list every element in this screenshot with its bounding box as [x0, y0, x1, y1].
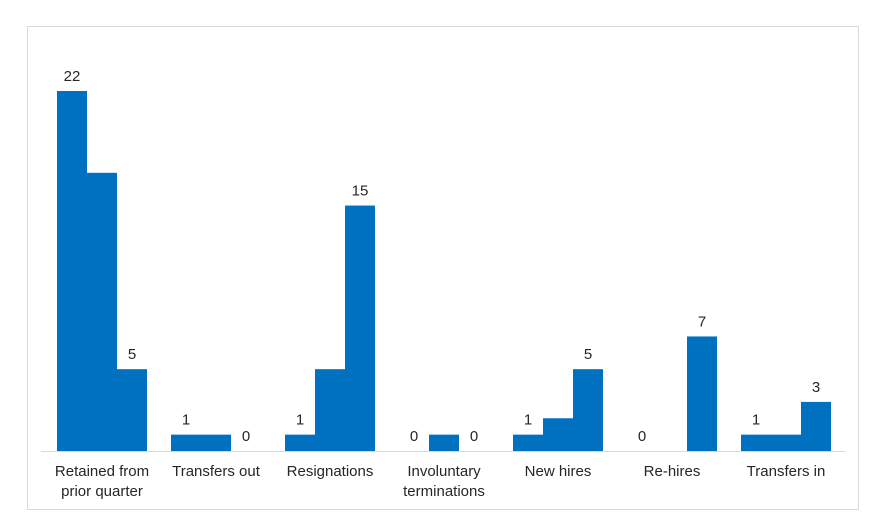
bars-group [57, 91, 831, 451]
data-label-2-1: 1 [182, 412, 190, 429]
data-label-7-3: 3 [812, 379, 820, 396]
category-labels-group: Retained from prior quarter Transfers out R… [55, 463, 825, 500]
category-label-6: Re-hires [644, 463, 701, 480]
category-label-5: New hires [525, 463, 592, 480]
bar-5-3 [573, 369, 603, 451]
bar-3-3 [345, 205, 375, 451]
bar-5-2 [543, 418, 573, 451]
category-label-1: Retained from prior quarter [55, 463, 149, 500]
bar-7-1 [741, 434, 771, 451]
data-label-5-1: 1 [524, 412, 532, 429]
category-label-7: Transfers in [747, 463, 826, 480]
data-label-5-3: 5 [584, 346, 592, 363]
data-label-2-3: 0 [242, 428, 250, 445]
category-label-2: Transfers out [172, 463, 261, 480]
bar-4-2 [429, 434, 459, 451]
chart-area [27, 26, 859, 510]
data-label-6-3: 7 [698, 313, 706, 330]
bar-3-2 [315, 369, 345, 451]
bar-7-3 [801, 401, 831, 451]
data-label-4-3: 0 [470, 428, 478, 445]
data-label-1-1: 22 [64, 68, 81, 85]
data-label-3-1: 1 [296, 412, 304, 429]
data-label-4-1: 0 [410, 428, 418, 445]
category-label-4: Involuntary terminations [403, 463, 485, 500]
bar-1-2 [87, 172, 117, 451]
data-label-3-3: 15 [352, 183, 369, 200]
bar-3-1 [285, 434, 315, 451]
data-label-6-1: 0 [638, 428, 646, 445]
data-label-1-3: 5 [128, 346, 136, 363]
bar-2-1 [171, 434, 201, 451]
bar-1-1 [57, 91, 87, 451]
bar-6-3 [687, 336, 717, 451]
bar-5-1 [513, 434, 543, 451]
bar-2-2 [201, 434, 231, 451]
data-label-7-1: 1 [752, 412, 760, 429]
bar-7-2 [771, 434, 801, 451]
category-label-3: Resignations [287, 463, 374, 480]
bar-1-3 [117, 369, 147, 451]
